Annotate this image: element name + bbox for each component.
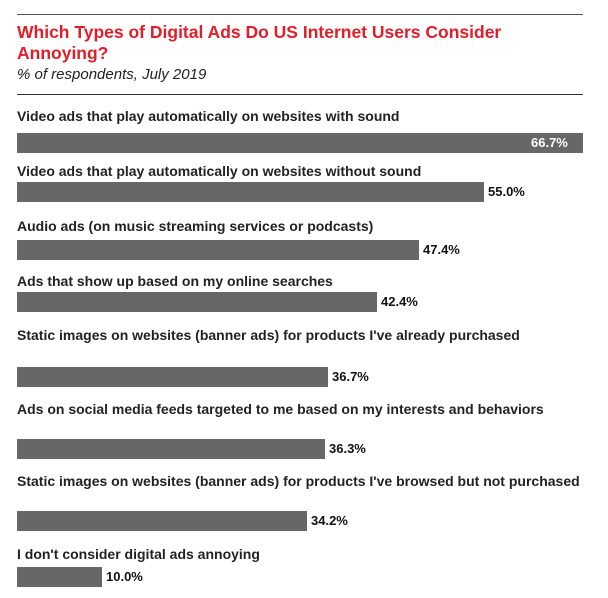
- bar: [17, 567, 102, 587]
- bar: [17, 439, 325, 459]
- category-label: Video ads that play automatically on web…: [17, 108, 400, 124]
- category-label: Audio ads (on music streaming services o…: [17, 218, 374, 234]
- value-label: 55.0%: [488, 184, 525, 199]
- bar: [17, 133, 583, 153]
- bar: [17, 240, 419, 260]
- subtitle-rule: [17, 94, 583, 95]
- value-label: 34.2%: [311, 513, 348, 528]
- top-rule: [17, 14, 583, 15]
- category-label: I don't consider digital ads annoying: [17, 546, 260, 562]
- bar: [17, 292, 377, 312]
- category-label: Ads on social media feeds targeted to me…: [17, 401, 544, 417]
- category-label: Ads that show up based on my online sear…: [17, 273, 333, 289]
- category-label: Static images on websites (banner ads) f…: [17, 473, 580, 489]
- value-label: 47.4%: [423, 242, 460, 257]
- chart-title: Which Types of Digital Ads Do US Interne…: [17, 22, 502, 63]
- value-label: 36.7%: [332, 369, 369, 384]
- bar: [17, 511, 307, 531]
- bar: [17, 367, 328, 387]
- value-label: 10.0%: [106, 569, 143, 584]
- chart-subtitle: % of respondents, July 2019: [17, 66, 207, 83]
- category-label: Video ads that play automatically on web…: [17, 163, 422, 179]
- value-label: 66.7%: [531, 135, 568, 150]
- category-label: Static images on websites (banner ads) f…: [17, 327, 520, 343]
- bar: [17, 182, 484, 202]
- value-label: 42.4%: [381, 294, 418, 309]
- value-label: 36.3%: [329, 441, 366, 456]
